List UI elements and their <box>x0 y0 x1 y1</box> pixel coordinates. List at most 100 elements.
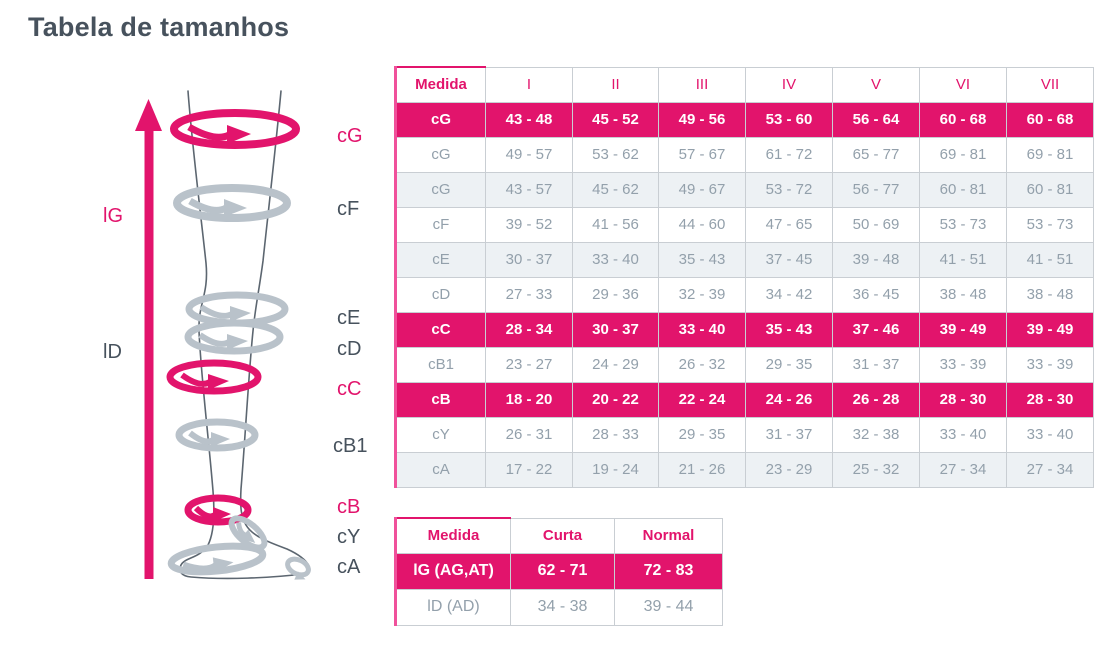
size-table: Medida I II III IV V VI VII cG 43 - 48 45 - 52 49 … <box>394 66 1094 488</box>
measure-cell: cD <box>395 276 486 313</box>
table-row: cD 27 - 33 29 - 36 32 - 39 34 - 42 36 - 45 38 … <box>395 276 1094 313</box>
value-cell: 33 - 39 <box>919 346 1007 383</box>
label-cC: cC <box>337 378 362 400</box>
value-cell: 31 - 37 <box>832 346 920 383</box>
value-cell: 44 - 60 <box>658 206 746 243</box>
measure-cell: cB <box>395 381 486 418</box>
table-row: lG (AG,AT) 62 - 71 72 - 83 <box>395 552 723 590</box>
value-cell: 57 - 67 <box>658 136 746 173</box>
label-cG: cG <box>337 125 363 147</box>
value-cell: 27 - 34 <box>1006 451 1094 488</box>
value-cell: 30 - 37 <box>485 241 573 278</box>
value-cell: 30 - 37 <box>572 311 659 348</box>
value-cell: 36 - 45 <box>832 276 920 313</box>
label-lG: lG <box>103 205 123 227</box>
label-cY: cY <box>337 526 361 548</box>
value-cell: 27 - 34 <box>919 451 1007 488</box>
value-cell: 38 - 48 <box>919 276 1007 313</box>
size-column-header: VII <box>1006 66 1094 103</box>
value-cell: 23 - 27 <box>485 346 573 383</box>
value-cell: 34 - 38 <box>510 588 615 626</box>
table-row: cF 39 - 52 41 - 56 44 - 60 47 - 65 50 - 69 53 … <box>395 206 1094 243</box>
value-cell: 38 - 48 <box>1006 276 1094 313</box>
value-cell: 26 - 32 <box>658 346 746 383</box>
table-row: cE 30 - 37 33 - 40 35 - 43 37 - 45 39 - 48 41 … <box>395 241 1094 278</box>
value-cell: 41 - 51 <box>919 241 1007 278</box>
value-cell: 32 - 38 <box>832 416 920 453</box>
value-cell: 60 - 81 <box>919 171 1007 208</box>
value-cell: 34 - 42 <box>745 276 833 313</box>
value-cell: 53 - 73 <box>919 206 1007 243</box>
length-table: Medida Curta Normal lG (AG,AT) 62 - 71 72 - … <box>394 517 723 626</box>
value-cell: 62 - 71 <box>510 552 615 590</box>
value-cell: 24 - 29 <box>572 346 659 383</box>
value-cell: 29 - 36 <box>572 276 659 313</box>
value-cell: 17 - 22 <box>485 451 573 488</box>
value-cell: 41 - 56 <box>572 206 659 243</box>
cC-band-arrow-icon <box>166 359 262 395</box>
label-cB: cB <box>337 496 361 518</box>
measure-cell: cG <box>395 136 486 173</box>
value-cell: 69 - 81 <box>919 136 1007 173</box>
label-cE: cE <box>337 307 361 329</box>
toe-curl-arrow-icon <box>285 556 311 580</box>
measure-cell: cC <box>395 311 486 348</box>
value-cell: 24 - 26 <box>745 381 833 418</box>
label-cD: cD <box>337 338 362 360</box>
value-cell: 29 - 35 <box>745 346 833 383</box>
table-row: cC 28 - 34 30 - 37 33 - 40 35 - 43 37 - 46 39 … <box>395 311 1094 348</box>
table-row: cG 49 - 57 53 - 62 57 - 67 61 - 72 65 - 77 69 … <box>395 136 1094 173</box>
measure-cell: cY <box>395 416 486 453</box>
measure-cell: lG (AG,AT) <box>395 552 511 590</box>
value-cell: 35 - 43 <box>658 241 746 278</box>
size-table-header-row: Medida I II III IV V VI VII <box>395 66 1094 103</box>
leg-back-outline <box>179 90 304 580</box>
value-cell: 33 - 40 <box>1006 416 1094 453</box>
value-cell: 50 - 69 <box>832 206 920 243</box>
page-title: Tabela de tamanhos <box>28 12 290 42</box>
cD-band-arrow-icon <box>184 319 284 355</box>
value-cell: 56 - 64 <box>832 101 920 138</box>
value-cell: 22 - 24 <box>658 381 746 418</box>
value-cell: 35 - 43 <box>745 311 833 348</box>
measure-cell: cF <box>395 206 486 243</box>
value-cell: 53 - 62 <box>572 136 659 173</box>
value-cell: 43 - 57 <box>485 171 573 208</box>
value-cell: 37 - 46 <box>832 311 920 348</box>
value-cell: 32 - 39 <box>658 276 746 313</box>
value-cell: 31 - 37 <box>745 416 833 453</box>
value-cell: 53 - 73 <box>1006 206 1094 243</box>
label-cB1: cB1 <box>333 435 368 457</box>
value-cell: 37 - 45 <box>745 241 833 278</box>
size-column-header: V <box>832 66 920 103</box>
value-cell: 60 - 81 <box>1006 171 1094 208</box>
size-column-header: IV <box>745 66 833 103</box>
cY-band-arrow-icon <box>228 515 268 551</box>
value-cell: 39 - 49 <box>1006 311 1094 348</box>
size-column-header: Curta <box>510 517 615 554</box>
value-cell: 53 - 72 <box>745 171 833 208</box>
value-cell: 28 - 30 <box>1006 381 1094 418</box>
table-row: cY 26 - 31 28 - 33 29 - 35 31 - 37 32 - 38 33 … <box>395 416 1094 453</box>
label-cA: cA <box>337 556 361 578</box>
value-cell: 28 - 33 <box>572 416 659 453</box>
measure-cell: cG <box>395 171 486 208</box>
table-row: lD (AD) 34 - 38 39 - 44 <box>395 588 723 626</box>
cG-band-arrow-icon <box>170 109 300 149</box>
value-cell: 43 - 48 <box>485 101 573 138</box>
table-row: cG 43 - 48 45 - 52 49 - 56 53 - 60 56 - 64 60 … <box>395 101 1094 138</box>
value-cell: 19 - 24 <box>572 451 659 488</box>
length-table-header-row: Medida Curta Normal <box>395 517 723 554</box>
value-cell: 53 - 60 <box>745 101 833 138</box>
value-cell: 26 - 31 <box>485 416 573 453</box>
value-cell: 39 - 49 <box>919 311 1007 348</box>
measure-column-header: Medida <box>395 66 486 103</box>
size-column-header: Normal <box>614 517 723 554</box>
value-cell: 18 - 20 <box>485 381 573 418</box>
leg-illustration <box>135 90 311 580</box>
value-cell: 65 - 77 <box>832 136 920 173</box>
cE-band-arrow-icon <box>185 291 289 327</box>
table-row: cB 18 - 20 20 - 22 22 - 24 24 - 26 26 - 28 28 … <box>395 381 1094 418</box>
label-cF: cF <box>337 198 360 220</box>
